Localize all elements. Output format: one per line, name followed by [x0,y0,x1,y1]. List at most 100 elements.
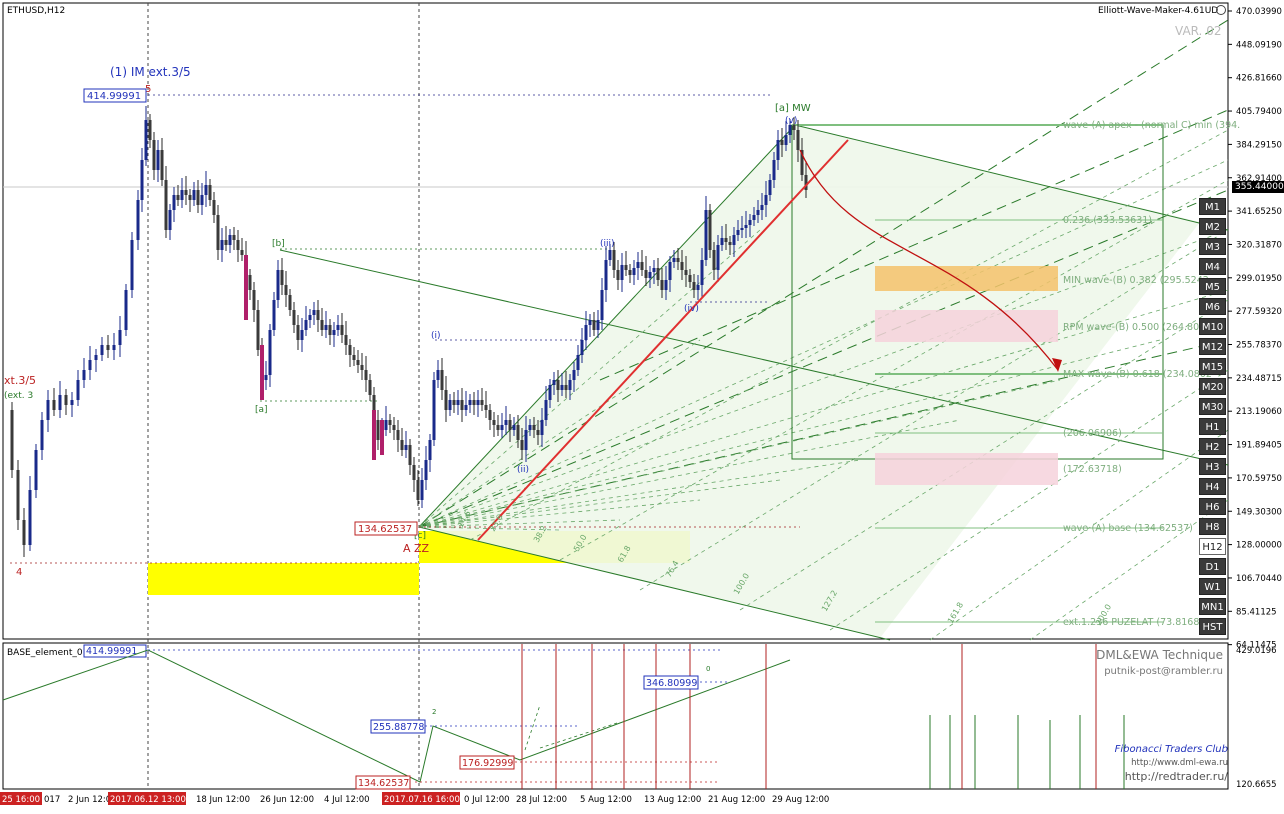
timeframe-button-m30[interactable]: M30 [1199,398,1226,415]
indicator-status-icon[interactable] [1216,5,1226,15]
candle-body [228,235,232,245]
timeframe-button-m5[interactable]: M5 [1199,278,1226,295]
channel-top-line [794,124,1229,231]
candle-body [180,190,184,200]
candle-body [540,420,544,435]
time-tick-label: 2017.06.12 13:00 [110,795,186,805]
projection-curve [799,149,1059,371]
candle-body [192,190,196,200]
candle-body [58,395,62,410]
trend-line-4 [418,339,1229,528]
candle-body [276,270,280,300]
time-tick-label: 26 Jun 12:00 [260,795,314,805]
candle-body [248,275,252,290]
candle-body [732,235,736,245]
wave-azz-label: A ZZ [403,542,430,555]
timeframe-button-h8[interactable]: H8 [1199,518,1226,535]
price-box-high-text: 414.99991 [87,91,141,102]
candle-body [760,205,764,210]
candle-body [468,400,472,405]
candle-body [512,425,516,430]
sub-wave-path [2,649,791,783]
candle-body [576,355,580,370]
candle-body [400,440,404,450]
candle-body [204,185,208,195]
timeframe-button-m2[interactable]: M2 [1199,218,1226,235]
candle-body [728,242,732,245]
candlesticks [10,106,808,557]
timeframe-button-h6[interactable]: H6 [1199,498,1226,515]
candle-body [124,290,128,330]
candle-body [396,430,400,440]
price-tick-label: 170.59750 [1236,474,1282,484]
timeframe-button-h3[interactable]: H3 [1199,458,1226,475]
timeframe-button-mn1[interactable]: MN1 [1199,598,1226,615]
fib-min-b-text: MIN wave-(B) 0.382 (295.5242 [1063,275,1209,286]
timeframe-button-h1[interactable]: H1 [1199,418,1226,435]
rpm-b-zone [875,310,1058,342]
candle-body [184,190,188,195]
candle-body [320,320,324,330]
wave-ext3-label: (ext. 3 [4,391,33,401]
candle-body [444,390,448,410]
candle-body [118,330,122,345]
timeframe-button-m3[interactable]: M3 [1199,238,1226,255]
club-text: Fibonacci Traders Club [1115,744,1228,755]
timeframe-button-m20[interactable]: M20 [1199,378,1226,395]
candle-body [700,260,704,285]
candle-body [564,385,568,390]
candle-body [284,285,288,295]
price-tick-label: 362.91400 [1236,174,1282,184]
sub-minor-lines [524,704,621,751]
timeframe-button-m15[interactable]: M15 [1199,358,1226,375]
candle-body [796,130,800,150]
timeframe-button-m6[interactable]: M6 [1199,298,1226,315]
timeframe-button-hst[interactable]: HST [1199,618,1226,635]
channel-bottom-line [418,526,891,641]
candle-body [40,420,44,450]
candle-body [94,355,98,360]
timeframe-button-w1[interactable]: W1 [1199,578,1226,595]
time-tick-label: 18 Jun 12:00 [196,795,250,805]
timeframe-button-h2[interactable]: H2 [1199,438,1226,455]
candle-body [640,262,644,270]
time-tick-label: 28 Jul 12:00 [516,795,567,805]
wave-ii-label: (ii) [517,465,529,475]
fan-line [418,519,621,528]
sub-chart-frame [2,642,1229,790]
time-tick-label: 13 Aug 12:00 [644,795,701,805]
candle-body [272,300,276,330]
candle-body [800,150,804,175]
candle-body [344,335,348,345]
candle-body [236,240,240,250]
candle-body [788,125,792,135]
sub-dotted-lines [148,649,730,783]
wave-iv-label: (iv) [684,304,699,314]
candle-body [496,425,500,430]
indicator-title: Elliott-Wave-Maker-4.61UD [1098,6,1218,16]
sub-minor-2 [539,721,621,749]
candle-body [524,430,528,450]
timeframe-button-m1[interactable]: M1 [1199,198,1226,215]
candle-body [792,125,796,130]
candle-body [452,400,456,405]
timeframe-button-d1[interactable]: D1 [1199,558,1226,575]
timeframe-button-h12[interactable]: H12 [1199,538,1226,555]
site1-text[interactable]: http://www.dml-ewa.ru [1131,758,1228,768]
candle-body [780,140,784,145]
candle-body [140,160,144,200]
candle-body [460,400,464,410]
timeframe-button-h4[interactable]: H4 [1199,478,1226,495]
candle-body [644,270,648,278]
fan-line [639,229,1229,591]
candle-body [592,320,596,330]
timeframe-button-m10[interactable]: M10 [1199,318,1226,335]
site2-text[interactable]: http://redtrader.ru/ [1125,770,1229,783]
sub-axis-top: 429.0196 [1236,646,1277,656]
price-tick-label: 277.59320 [1236,307,1282,317]
timeframe-button-m12[interactable]: M12 [1199,338,1226,355]
candle-body [776,140,780,160]
timeframe-button-m4[interactable]: M4 [1199,258,1226,275]
candle-body [172,195,176,210]
candle-body [528,425,532,430]
